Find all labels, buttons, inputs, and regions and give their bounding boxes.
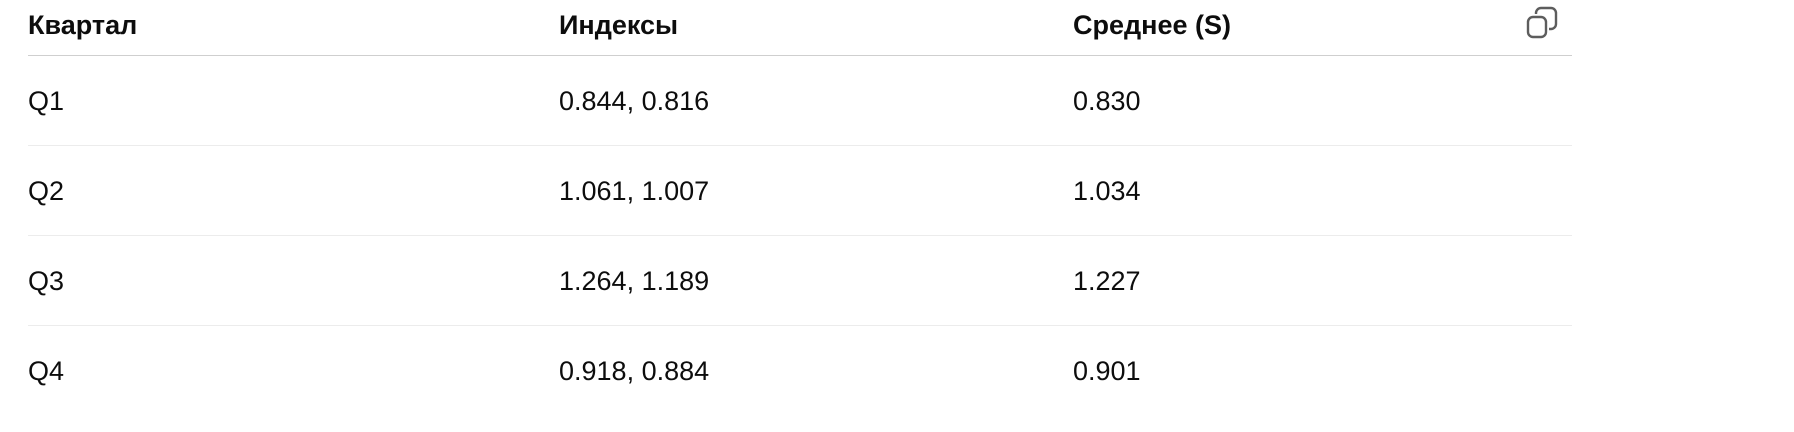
average-cell: 0.830	[1073, 86, 1141, 116]
column-header-average: Среднее (S)	[1073, 10, 1231, 40]
quarter-cell: Q2	[28, 176, 65, 206]
table-row: Q4 0.918, 0.884 0.901	[28, 326, 1572, 416]
table-header-row: Квартал Индексы Среднее (S)	[28, 0, 1572, 56]
column-header-indices: Индексы	[559, 10, 679, 40]
indices-cell: 0.844, 0.816	[559, 86, 710, 116]
table-row: Q2 1.061, 1.007 1.034	[28, 146, 1572, 236]
average-cell: 0.901	[1073, 356, 1141, 386]
average-cell: 1.227	[1073, 266, 1141, 296]
indices-cell: 1.264, 1.189	[559, 266, 710, 296]
quarter-cell: Q4	[28, 356, 65, 386]
average-cell: 1.034	[1073, 176, 1141, 206]
copy-table-button[interactable]	[1524, 5, 1560, 41]
copy-icon	[1526, 6, 1558, 39]
data-table: Квартал Индексы Среднее (S) Q1 0.844, 0.…	[28, 0, 1572, 416]
table-row: Q3 1.264, 1.189 1.227	[28, 236, 1572, 326]
table-row: Q1 0.844, 0.816 0.830	[28, 56, 1572, 146]
column-header-quarter: Квартал	[28, 10, 138, 40]
quarter-cell: Q1	[28, 86, 65, 116]
indices-cell: 0.918, 0.884	[559, 356, 710, 386]
quarter-cell: Q3	[28, 266, 65, 296]
indices-cell: 1.061, 1.007	[559, 176, 710, 206]
